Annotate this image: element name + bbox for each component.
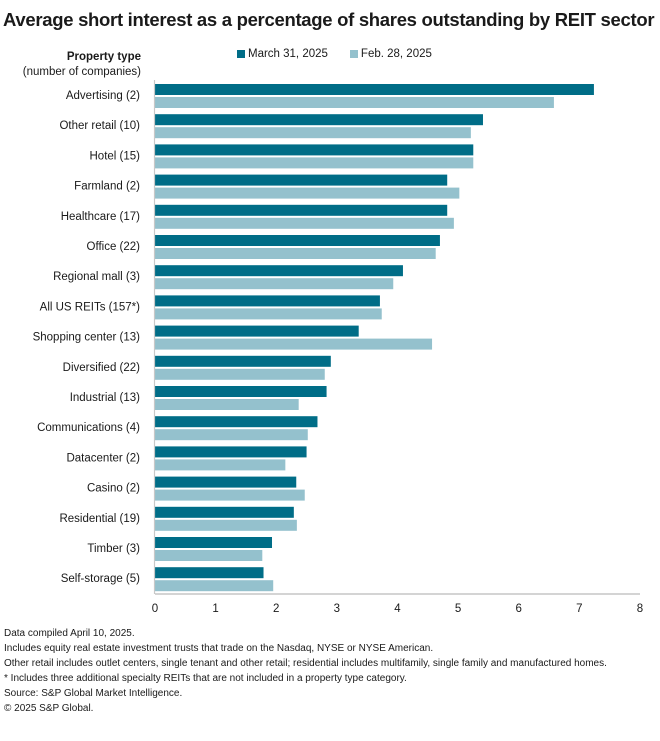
bar-march	[155, 567, 264, 579]
bar-march	[155, 446, 307, 458]
legend-item-march: March 31, 2025	[237, 48, 328, 60]
category-label: Regional mall (3)	[53, 271, 140, 283]
legend-label-feb: Feb. 28, 2025	[360, 48, 432, 60]
chart-title: Average short interest as a percentage o…	[3, 9, 655, 30]
legend-swatch-march	[237, 50, 245, 58]
category-label: Datacenter (2)	[66, 452, 140, 464]
note-data-compiled: Data compiled April 10, 2025.	[4, 628, 135, 639]
category-label: Timber (3)	[87, 543, 140, 555]
bar-march	[155, 265, 403, 277]
bar-march	[155, 386, 327, 397]
y-axis-title: Property type	[66, 51, 141, 63]
bar-march	[155, 416, 318, 428]
bar-march	[155, 84, 594, 95]
bar-feb	[155, 368, 325, 380]
x-tick-label: 8	[637, 603, 643, 615]
category-label: Diversified (22)	[63, 362, 140, 374]
bar-feb	[155, 248, 436, 259]
category-label: Communications (4)	[37, 422, 140, 434]
note-other-retail: Other retail includes outlet centers, si…	[4, 658, 607, 669]
bar-march	[155, 506, 294, 518]
y-axis-subtitle: (number of companies)	[22, 66, 141, 78]
legend: March 31, 2025 Feb. 28, 2025	[237, 48, 454, 60]
bar-march	[155, 355, 331, 367]
bar-feb	[155, 399, 299, 410]
category-label: Residential (19)	[59, 513, 140, 525]
bar-feb	[155, 550, 263, 561]
bar-feb	[155, 217, 454, 229]
bar-march	[155, 144, 474, 156]
bar-feb	[155, 157, 474, 169]
note-copyright: © 2025 S&P Global.	[4, 703, 94, 714]
category-label: Other retail (10)	[59, 120, 140, 132]
bar-march	[155, 114, 483, 126]
bar-march	[155, 174, 448, 186]
note-asterisk: * Includes three additional specialty RE…	[4, 673, 407, 684]
x-tick-label: 5	[455, 603, 461, 615]
category-label: Healthcare (17)	[61, 211, 140, 223]
y-axis-header: Property type (number of companies)	[23, 50, 141, 80]
legend-swatch-feb	[349, 50, 358, 58]
bar-feb	[155, 429, 308, 441]
bar-feb	[155, 580, 274, 592]
x-tick-label: 2	[273, 603, 279, 615]
bar-feb	[155, 519, 297, 531]
bar-march	[155, 325, 359, 337]
bar-feb	[155, 278, 394, 290]
legend-label-march: March 31, 2025	[248, 48, 328, 60]
category-label: Self-storage (5)	[61, 573, 140, 585]
bar-feb	[155, 489, 305, 501]
category-label: Industrial (13)	[70, 392, 140, 404]
bar-march	[155, 235, 440, 246]
category-label: Shopping center (13)	[33, 332, 141, 344]
bar-march	[155, 476, 297, 488]
bar-chart: Advertising (2) Other retail (10) Hotel (1…	[33, 80, 643, 615]
x-tick-label: 4	[394, 603, 401, 615]
bar-march	[155, 295, 380, 307]
note-includes: Includes equity real estate investment t…	[4, 643, 434, 654]
bar-feb	[155, 459, 286, 471]
bar-feb	[155, 338, 433, 350]
x-tick-label: 3	[334, 603, 340, 615]
category-label: Advertising (2)	[66, 90, 140, 102]
x-tick-label: 0	[152, 603, 158, 615]
category-label: Hotel (15)	[90, 150, 141, 162]
category-label: All US REITs (157*)	[40, 301, 141, 313]
x-tick-label: 7	[576, 603, 582, 615]
bar-march	[155, 204, 448, 216]
footnotes: Data compiled April 10, 2025. Includes e…	[4, 628, 644, 718]
legend-item-feb: Feb. 28, 2025	[349, 48, 432, 60]
category-label: Office (22)	[87, 241, 141, 253]
x-tick-label: 1	[212, 603, 218, 615]
bar-feb	[155, 308, 382, 320]
bar-march	[155, 537, 273, 548]
bar-feb	[155, 187, 460, 199]
bar-feb	[155, 127, 471, 139]
category-label: Casino (2)	[87, 483, 140, 495]
category-label: Farmland (2)	[74, 181, 140, 193]
note-source: Source: S&P Global Market Intelligence.	[4, 688, 183, 699]
x-tick-label: 6	[516, 603, 522, 615]
bar-feb	[155, 97, 554, 108]
